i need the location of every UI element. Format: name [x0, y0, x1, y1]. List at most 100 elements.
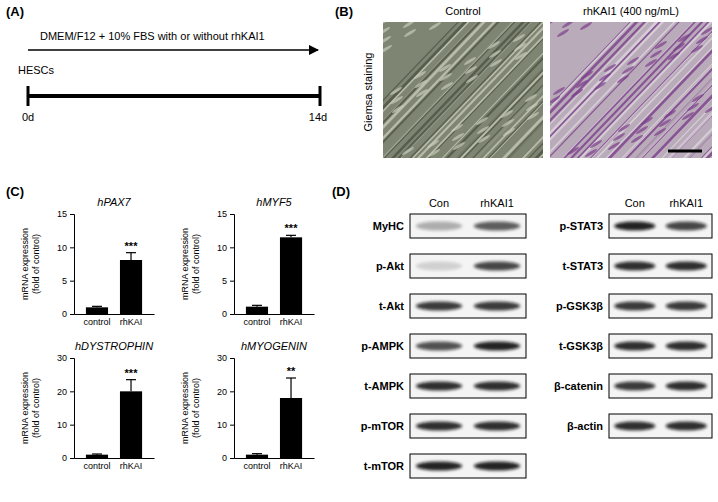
chart-title: hMYOGENIN: [241, 340, 307, 352]
cell-nucleus: [575, 79, 589, 89]
blot-band: [666, 422, 707, 431]
cell-nucleus: [704, 104, 712, 114]
blot-label: p-GSK3β: [556, 300, 603, 312]
cell-nucleus: [426, 139, 440, 149]
error-bar: [92, 454, 102, 456]
timeline-end-0: [27, 86, 30, 106]
blot-band: [614, 382, 655, 391]
cell-nucleus: [524, 93, 538, 103]
blot-frame: [609, 214, 712, 238]
column-label: Control: [445, 5, 480, 17]
cell-streak: [531, 22, 543, 158]
lane-header: rhKAI1: [669, 197, 703, 209]
error-cap: [286, 377, 296, 378]
y-tick-mark: [70, 247, 74, 248]
bar: [86, 455, 108, 458]
blot-label: t-AMPK: [364, 380, 404, 392]
y-axis-line: [230, 359, 235, 459]
cell-nucleus: [640, 116, 654, 126]
cell-nucleus: [463, 56, 477, 66]
cell-nucleus: [626, 56, 640, 66]
cell-nucleus: [677, 33, 691, 43]
error-cap: [92, 306, 102, 307]
cell-streak: [524, 22, 543, 158]
blot-band: [474, 342, 520, 351]
cell-streak: [711, 22, 712, 158]
y-axis-title: mRNA expression: [180, 228, 190, 300]
y-tick: 15: [57, 209, 74, 219]
cell-nucleus: [658, 118, 672, 128]
x-tick-label: control: [243, 461, 270, 471]
cell-nucleus: [607, 141, 621, 151]
cell-nucleus: [464, 65, 478, 75]
y-tick-label: 15: [57, 209, 67, 219]
cell-nucleus: [653, 127, 667, 137]
cell-nucleus: [390, 95, 404, 105]
y-tick-label: 0: [62, 309, 67, 319]
cell-streak: [485, 22, 543, 158]
x-tick-label: control: [243, 317, 270, 327]
y-tick: 20: [57, 387, 74, 397]
x-tick: rhKAI: [280, 461, 303, 471]
y-tick-label: 30: [217, 353, 227, 363]
blot-band: [416, 302, 462, 311]
scale-bar: [668, 150, 702, 153]
blot-label: p-mTOR: [361, 420, 404, 432]
cell-nucleus: [383, 26, 391, 36]
cell-nucleus: [566, 146, 580, 156]
y-tick-label: 15: [217, 209, 227, 219]
cell-nucleus: [438, 63, 452, 73]
blot-label: t-Akt: [379, 300, 404, 312]
y-tick-mark: [230, 458, 234, 459]
blot-frame: [410, 454, 526, 478]
y-tick: 10: [57, 420, 74, 430]
x-axis: control rhKAI: [235, 459, 315, 472]
blot-band: [666, 222, 707, 231]
blot-frame: [609, 334, 712, 358]
y-axis-title: mRNA expression: [180, 372, 190, 444]
cell-streak: [591, 22, 712, 158]
cell-streak: [471, 22, 543, 158]
cell-nucleus: [415, 88, 429, 98]
x-axis: controlrhKAI: [235, 315, 315, 328]
error-cap: [252, 305, 262, 306]
cell-nucleus: [700, 26, 712, 36]
bar-chart: hMYF5mRNA expression(fold of control)***…: [180, 196, 315, 327]
chart-title: hDYSTROPHIN: [75, 340, 153, 352]
y-tick-label: 5: [222, 276, 227, 286]
y-tick: 5: [62, 276, 74, 286]
error-cap: [252, 453, 262, 454]
cell-nucleus: [383, 44, 393, 54]
x-tick: control: [243, 461, 270, 471]
y-tick-mark: [230, 214, 234, 215]
y-axis-title: mRNA expression: [20, 372, 30, 444]
y-tick-label: 10: [217, 420, 227, 430]
cell-nucleus: [612, 132, 626, 142]
cell-streak: [683, 22, 712, 158]
error-cap: [286, 235, 296, 236]
cell-nucleus: [695, 35, 709, 45]
error-bar: [286, 378, 296, 398]
y-tick-label: 30: [57, 353, 67, 363]
cell-nucleus: [526, 111, 540, 121]
x-tick: rhKAI: [120, 461, 143, 471]
blot-band: [474, 262, 520, 271]
blot-band: [416, 342, 462, 351]
y-tick-mark: [230, 358, 234, 359]
cell-nucleus: [414, 79, 428, 89]
x-axis: controlrhKAI: [75, 315, 155, 328]
error-cap: [126, 379, 136, 380]
lane-header: Con: [625, 197, 645, 209]
error-bar: [126, 253, 136, 260]
error-cap: [92, 453, 102, 454]
error-stem: [130, 380, 131, 392]
blot-label: p-Akt: [376, 260, 404, 272]
cell-nucleus: [383, 35, 392, 45]
y-tick-label: 5: [62, 276, 67, 286]
timeline: [28, 94, 320, 98]
blot-label: t-mTOR: [364, 460, 404, 472]
cell-streak: [694, 22, 712, 158]
cell-nucleus: [598, 72, 612, 82]
y-tick: 0: [62, 309, 74, 319]
y-axis-line: [230, 215, 235, 315]
